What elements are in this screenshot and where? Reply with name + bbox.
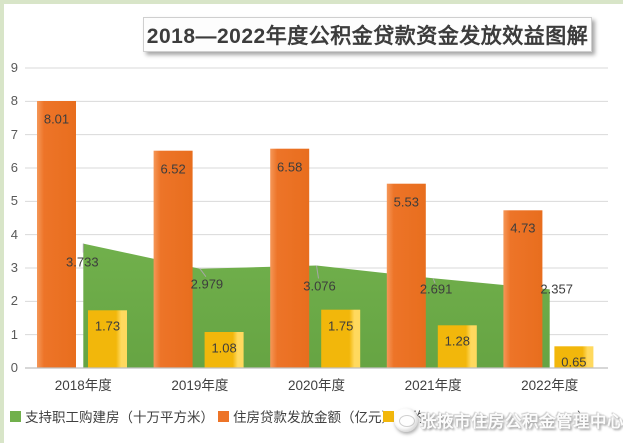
- y-tick-label: 1: [10, 326, 18, 342]
- frame-border-top: [0, 0, 623, 4]
- y-tick-label: 4: [10, 226, 18, 242]
- x-axis-label: 2022年度: [521, 378, 579, 393]
- bar-value-label-orange: 5.53: [393, 194, 419, 210]
- area-value-label-green: 2.357: [540, 281, 573, 297]
- bar-value-label-orange: 6.52: [160, 161, 186, 177]
- y-tick-label: 0: [10, 360, 18, 375]
- bar-value-label-yellow: 1.75: [328, 318, 354, 334]
- y-tick-label: 5: [10, 193, 18, 209]
- legend-swatch-green: [10, 410, 21, 422]
- watermark-round-logo-icon: [394, 408, 418, 432]
- legend-item-orange-series: 住房贷款发放金额（亿元）: [218, 406, 395, 426]
- bar-value-label-yellow: 1.08: [211, 340, 237, 356]
- legend: 支持职工购建房（十万平方米） 住房贷款发放金额（亿元） 节约 ）: [0, 404, 623, 426]
- watermark-text: 张掖市住房公积金管理中心）: [420, 413, 623, 431]
- area-value-label-green: 3.733: [66, 254, 99, 270]
- y-tick-label: 8: [10, 93, 18, 109]
- legend-swatch-yellow: [383, 410, 394, 422]
- chart-title: 2018—2022年度公积金贷款资金发放效益图解: [146, 24, 589, 48]
- legend-label-partial: ）: [577, 410, 591, 425]
- watermark: 张掖市住房公积金管理中心）: [394, 403, 623, 437]
- bar-value-label-yellow: 0.65: [561, 354, 587, 370]
- legend-label: 住房贷款发放金额（亿元）: [233, 410, 395, 425]
- bar-value-label-orange: 4.73: [510, 220, 536, 236]
- bar-value-label-orange: 8.01: [43, 111, 70, 127]
- legend-label: 支持职工购建房（十万平方米）: [25, 410, 214, 425]
- bar-value-label-orange: 6.58: [277, 159, 303, 175]
- y-tick-label: 3: [10, 260, 18, 275]
- x-axis-label: 2020年度: [287, 378, 346, 393]
- frame-border-left: [0, 0, 4, 443]
- area-value-label-green: 2.691: [419, 281, 453, 297]
- x-axis-label: 2021年度: [404, 378, 462, 393]
- x-axis-label: 2018年度: [54, 378, 112, 393]
- legend-swatch-orange: [218, 410, 229, 422]
- legend-item-area-series: 支持职工购建房（十万平方米）: [10, 406, 214, 426]
- area-value-label-green: 3.076: [303, 278, 336, 294]
- x-axis-label: 2019年度: [171, 378, 229, 393]
- y-tick-label: 9: [10, 60, 18, 75]
- y-tick-label: 6: [10, 160, 18, 175]
- bar-value-label-yellow: 1.28: [444, 333, 470, 349]
- chart-title-box: 2018—2022年度公积金贷款资金发放效益图解: [143, 17, 592, 52]
- y-tick-label: 7: [10, 126, 18, 142]
- bar-value-label-yellow: 1.73: [94, 318, 121, 334]
- area-value-label-green: 2.979: [190, 276, 224, 292]
- y-tick-label: 2: [10, 293, 18, 309]
